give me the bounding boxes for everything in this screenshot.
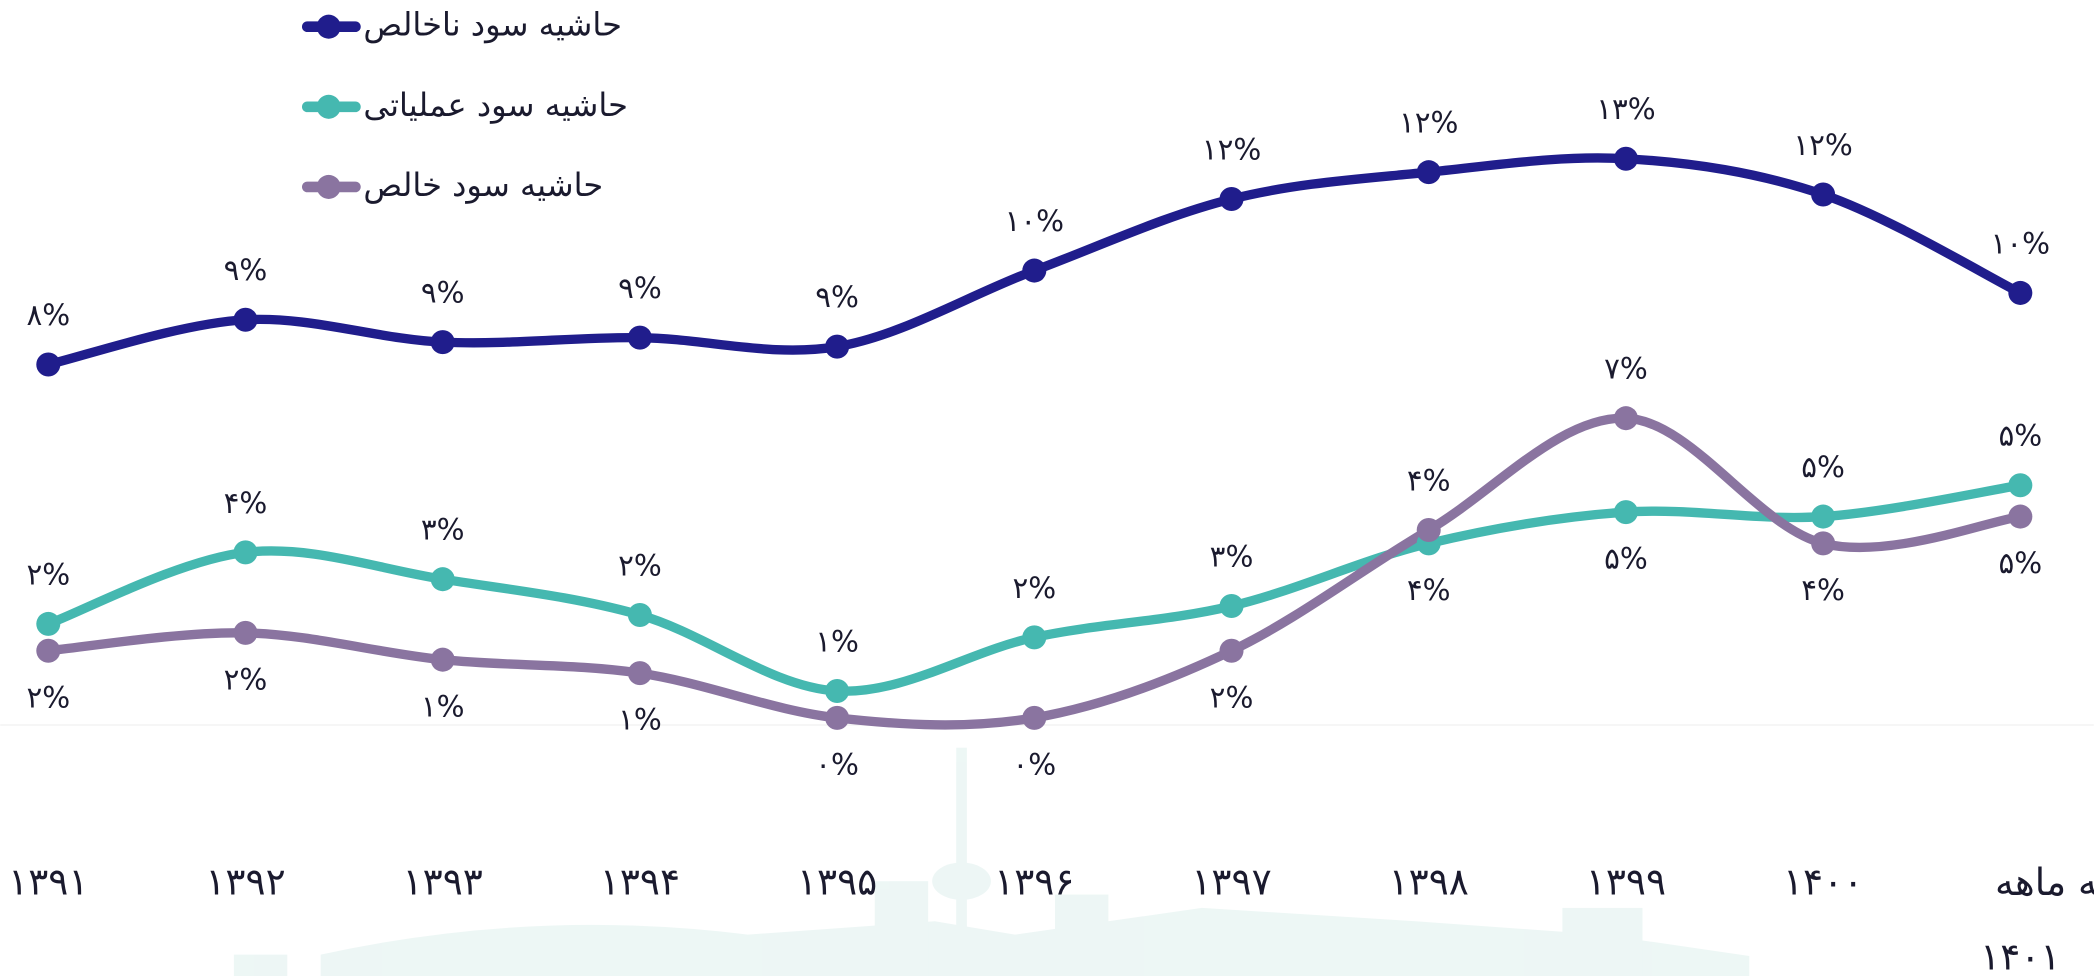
x-tick-label: ۱۳۹۱: [8, 859, 88, 903]
x-tick-label: ۱۴۰۰: [1783, 859, 1863, 903]
x-tick-label: نه ماهه ۱۴۰۱: [1980, 859, 2094, 976]
data-point: [1022, 625, 1046, 649]
data-point: [825, 679, 849, 703]
data-point: [1417, 518, 1441, 542]
data-label: ۹%: [618, 271, 662, 305]
data-point: [628, 326, 652, 350]
data-label: ۹%: [421, 276, 465, 310]
data-point: [1417, 160, 1441, 184]
data-label: ۵%: [1801, 450, 1845, 484]
data-label: ۴%: [1407, 463, 1451, 497]
data-label: ۱۰%: [1005, 204, 1064, 238]
x-tick-label: ۱۳۹۵: [797, 859, 877, 903]
x-tick-label: ۱۳۹۸: [1389, 859, 1469, 903]
data-label: ۲%: [1012, 571, 1056, 605]
data-label: ۲%: [26, 680, 70, 714]
data-label: ۴%: [1407, 573, 1451, 607]
data-point: [2008, 505, 2032, 529]
data-label: ۰%: [815, 747, 859, 781]
chart: ۱۳۹۱ ۱۳۹۲ ۱۳۹۳ ۱۳۹۴ ۱۳۹۵ ۱۳۹۶ ۱۳۹۷ ۱۳۹۸ ۱۳۹۹ ۱۴۰۰…: [0, 0, 2094, 976]
legend-swatch-dot: [317, 175, 341, 199]
data-point: [233, 308, 257, 332]
data-point: [628, 603, 652, 627]
data-point: [1614, 406, 1638, 430]
data-label: ۱%: [815, 624, 859, 658]
data-point: [233, 621, 257, 645]
data-label: ۵%: [1998, 546, 2042, 580]
data-label: ۰%: [1012, 747, 1056, 781]
data-point: [431, 648, 455, 672]
data-point: [1022, 259, 1046, 283]
data-label: ۱۲%: [1399, 106, 1458, 140]
data-point: [36, 352, 60, 376]
data-point: [825, 335, 849, 359]
data-label: ۷%: [1604, 352, 1648, 386]
data-label: ۱۲%: [1202, 132, 1261, 166]
data-point: [1811, 183, 1835, 207]
data-point: [825, 706, 849, 730]
data-label: ۲%: [1210, 680, 1254, 714]
data-label: ۵%: [1604, 542, 1648, 576]
x-tick-label: ۱۳۹۴: [600, 859, 680, 903]
data-label: ۸%: [26, 298, 70, 332]
data-label: ۲%: [618, 548, 662, 582]
data-label: ۹%: [815, 280, 859, 314]
data-point: [1220, 594, 1244, 618]
legend-label: حاشیه سود عملیاتی: [363, 86, 628, 124]
data-point: [1220, 187, 1244, 211]
page: {"chart_data": { "type": "line", "catego…: [0, 0, 2094, 976]
data-label: ۱۳%: [1596, 92, 1655, 126]
data-point: [233, 540, 257, 564]
data-label: ۹%: [224, 253, 268, 287]
legend-swatch-dot: [317, 15, 341, 39]
data-label: ۲%: [26, 557, 70, 591]
data-point: [431, 567, 455, 591]
data-point: [1614, 500, 1638, 524]
legend-label: حاشیه سود خالص: [363, 166, 603, 204]
data-label: ۳%: [421, 513, 465, 547]
data-label: ۵%: [1998, 419, 2042, 453]
data-label: ۴%: [1801, 573, 1845, 607]
legend-swatch-dot: [317, 95, 341, 119]
data-point: [431, 330, 455, 354]
data-point: [2008, 473, 2032, 497]
x-tick-label: ۱۳۹۷: [1191, 859, 1271, 903]
data-point: [1022, 706, 1046, 730]
data-point: [1811, 531, 1835, 555]
x-tick-label: ۱۳۹۲: [205, 859, 285, 903]
data-label: ۱%: [618, 703, 662, 737]
data-label: ۲%: [224, 662, 268, 696]
data-label: ۱%: [421, 689, 465, 723]
x-tick-label: ۱۳۹۹: [1586, 859, 1666, 903]
data-point: [2008, 281, 2032, 305]
data-label: ۳%: [1210, 539, 1254, 573]
data-label: ۱۲%: [1793, 128, 1852, 162]
data-point: [1614, 147, 1638, 171]
data-point: [1220, 639, 1244, 663]
x-tick-label: ۱۳۹۶: [994, 859, 1074, 903]
data-label: ۱۰%: [1991, 226, 2050, 260]
data-label: ۴%: [224, 486, 268, 520]
data-point: [1811, 505, 1835, 529]
legend-label: حاشیه سود ناخالص: [363, 6, 622, 44]
x-tick-label: ۱۳۹۳: [403, 859, 483, 903]
data-point: [36, 612, 60, 636]
data-point: [36, 639, 60, 663]
data-point: [628, 661, 652, 685]
